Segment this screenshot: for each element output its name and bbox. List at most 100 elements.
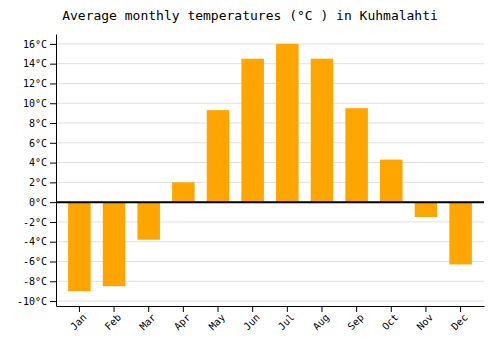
y-tick: 4°C [29,157,56,168]
x-tick-label: Jul [276,312,297,333]
y-tick: -8°C [23,276,56,287]
bar [345,108,368,202]
grid-line [56,162,484,163]
grid-line [56,202,484,203]
x-tick-mark [218,306,219,312]
x-tick-label: Sep [345,312,366,333]
y-tick: 14°C [23,58,56,69]
x-tick-mark [391,306,392,312]
y-tick-mark [50,83,56,84]
x-tick: Jan [68,306,89,332]
y-tick: -6°C [23,256,56,267]
plot: -10°C -8°C -6°C -4°C -2°C 0°C 2°C 4°C 6°C 8°C 10°C… [17,35,485,333]
grid-line [56,83,484,84]
x-tick: Oct [380,306,401,332]
bar [68,202,91,291]
y-tick-mark [50,163,56,164]
zero-line [56,201,484,203]
y-tick-label: -4°C [23,236,47,247]
x-tick: Aug [311,306,332,332]
bars [56,44,484,291]
y-tick-mark [50,301,56,302]
x-tick-label: Jun [241,312,262,333]
grid-line [56,103,484,104]
x-tick-mark [148,306,149,312]
x-tick-label: Aug [311,312,332,333]
y-tick-mark [50,182,56,183]
y-tick-label: 12°C [23,78,47,89]
bar [103,202,126,286]
grid-line [56,182,484,183]
bar [449,202,472,264]
x-tick-mark [425,306,426,312]
x-tick-label: May [207,312,228,333]
bar [311,59,334,202]
y-tick-mark [50,202,56,203]
x-axis: Jan Feb Mar Apr May Jun Jul Aug Sep Oct Nov Dec [57,306,485,332]
x-tick-label: Oct [380,312,401,333]
y-tick-label: 8°C [29,118,47,129]
y-tick: -2°C [23,217,56,228]
y-tick: 12°C [23,78,56,89]
y-tick-mark [50,103,56,104]
x-tick-mark [287,306,288,312]
grid-line [56,43,484,44]
title: Average monthly temperatures (°C ) in Ku… [62,8,438,23]
chart: Average monthly temperatures (°C ) in Ku… [0,0,500,350]
x-tick: Mar [137,306,158,332]
x-tick: Sep [345,306,366,332]
y-tick: 16°C [23,39,56,50]
x-tick: Jun [241,306,262,332]
y-tick-mark [50,143,56,144]
y-tick: 0°C [29,197,56,208]
x-tick: May [207,306,228,332]
grid-line [56,301,484,302]
y-tick: -4°C [23,236,56,247]
x-tick-mark [79,306,80,312]
y-tick-label: -10°C [17,296,47,307]
x-tick-label: Dec [449,312,470,333]
bar [241,59,264,202]
bar [380,160,403,203]
y-tick-label: 14°C [23,58,47,69]
y-tick-label: 2°C [29,177,47,188]
y-tick-label: -6°C [23,256,47,267]
x-tick-label: Jan [68,312,89,333]
y-tick-mark [50,44,56,45]
x-tick-mark [356,306,357,312]
y-tick-mark [50,242,56,243]
y-tick-mark [50,222,56,223]
y-tick-mark [50,64,56,65]
y-tick-mark [50,123,56,124]
x-tick: Nov [415,306,436,332]
y-tick: 6°C [29,138,56,149]
y-tick-label: 4°C [29,157,47,168]
y-tick-label: 0°C [29,197,47,208]
x-tick-label: Apr [172,312,193,333]
y-tick-mark [50,281,56,282]
y-tick-label: 10°C [23,98,47,109]
y-tick: 2°C [29,177,56,188]
grid-line [56,142,484,143]
bar [276,44,299,202]
y-tick-label: -2°C [23,217,47,228]
x-tick-mark [183,306,184,312]
x-tick-label: Mar [137,312,158,333]
x-tick-label: Feb [103,312,124,333]
x-tick: Apr [172,306,193,332]
x-axis-line [57,306,485,307]
y-axis: -10°C -8°C -6°C -4°C -2°C 0°C 2°C 4°C 6°C 8°C 10°C… [17,35,57,307]
x-tick: Jul [276,306,297,332]
x-tick-mark [321,306,322,312]
y-axis-line [56,35,57,307]
grid-line [56,123,484,124]
bar [137,202,160,240]
x-tick: Feb [103,306,124,332]
y-tick: 10°C [23,98,56,109]
x-tick-mark [114,306,115,312]
x-tick-mark [460,306,461,312]
bar [207,110,230,202]
grid [56,44,484,301]
y-tick: -10°C [17,296,56,307]
y-tick-label: -8°C [23,276,47,287]
